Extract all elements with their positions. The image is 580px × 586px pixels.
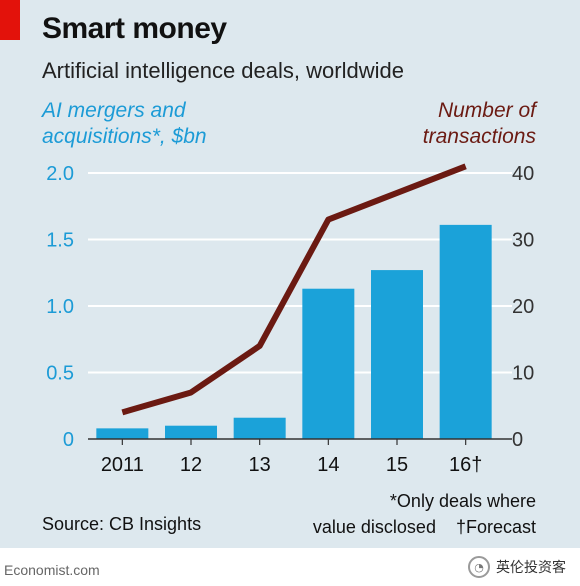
right-axis-tick-label: 30 — [512, 230, 534, 252]
left-axis-label-line-1: AI mergers and — [42, 99, 186, 122]
wechat-icon: ◔ — [468, 556, 490, 578]
watermark-text: 英伦投资客 — [496, 560, 566, 576]
x-axis-tick-label: 13 — [249, 454, 271, 476]
x-axis-tick-label: 16† — [449, 454, 482, 476]
chart-subtitle: Artificial intelligence deals, worldwide — [42, 58, 404, 83]
left-axis-tick-label: 0.5 — [46, 363, 74, 385]
chart-plot: 0 0.5 1.0 1.5 2.0 0 10 20 30 40 2011 12 13 14 15 16† — [46, 163, 534, 476]
x-axis-tick-label: 15 — [386, 454, 408, 476]
bar — [302, 288, 355, 439]
footnote-line-1: *Only deals where — [389, 491, 536, 511]
bar — [96, 428, 149, 439]
watermark: ◔ 英伦投资客 — [468, 552, 566, 582]
credit-text: Economist.com — [4, 562, 100, 578]
source-note: Source: CB Insights — [42, 514, 202, 534]
left-axis-tick-label: 0 — [63, 429, 74, 451]
x-axis-tick-label: 12 — [180, 454, 202, 476]
right-axis-tick-label: 40 — [512, 163, 534, 185]
right-axis-tick-label: 20 — [512, 296, 534, 318]
bar — [371, 270, 423, 439]
right-axis-label-line-2: transactions — [422, 125, 536, 148]
right-axis-label: Number of transactions — [296, 98, 536, 150]
left-axis-tick-label: 2.0 — [46, 163, 74, 185]
right-axis-tick-label: 0 — [512, 429, 523, 451]
bar — [439, 224, 492, 439]
left-axis-label-line-2: acquisitions*, $bn — [42, 125, 207, 148]
bar — [165, 425, 217, 439]
left-axis-tick-label: 1.0 — [46, 296, 74, 318]
transactions-line — [121, 163, 467, 416]
left-axis-label: AI mergers and acquisitions*, $bn — [42, 98, 302, 150]
right-axis-label-line-1: Number of — [437, 99, 536, 122]
x-axis-tick-label: 14 — [317, 454, 339, 476]
chart-title: Smart money — [42, 12, 227, 45]
left-axis-tick-label: 1.5 — [46, 230, 74, 252]
chart-panel: Smart money Artificial intelligence deal… — [0, 0, 580, 548]
brand-red-tag — [0, 0, 20, 40]
right-axis-tick-label: 10 — [512, 363, 534, 385]
x-axis-tick-label: 2011 — [101, 454, 144, 476]
bar — [233, 417, 286, 439]
footnote-line-2: value disclosed †Forecast — [312, 517, 536, 537]
footnote: *Only deals where value disclosed †Forec… — [313, 488, 536, 540]
